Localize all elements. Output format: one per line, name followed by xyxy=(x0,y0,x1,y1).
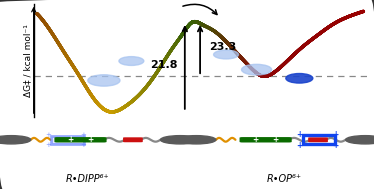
Text: +: + xyxy=(80,142,86,148)
Text: +: + xyxy=(80,132,86,138)
Y-axis label: ΔG‡ / kcal mol⁻¹: ΔG‡ / kcal mol⁻¹ xyxy=(23,24,32,97)
Circle shape xyxy=(346,136,374,144)
Text: R•OP⁶⁺: R•OP⁶⁺ xyxy=(267,174,302,184)
Text: +: + xyxy=(273,135,279,144)
FancyBboxPatch shape xyxy=(50,136,84,144)
Circle shape xyxy=(242,64,272,75)
Circle shape xyxy=(0,136,31,144)
Text: 21.8: 21.8 xyxy=(150,60,177,70)
FancyBboxPatch shape xyxy=(240,137,292,143)
Circle shape xyxy=(88,75,120,86)
Circle shape xyxy=(177,136,216,144)
Text: +: + xyxy=(296,141,303,150)
Text: R•DIPP⁶⁺: R•DIPP⁶⁺ xyxy=(66,174,110,184)
Text: +: + xyxy=(296,130,303,139)
Circle shape xyxy=(119,57,144,65)
Text: +: + xyxy=(45,132,51,138)
Text: +: + xyxy=(45,142,51,148)
Text: +: + xyxy=(67,135,73,144)
Circle shape xyxy=(286,74,313,83)
Circle shape xyxy=(214,50,239,59)
FancyBboxPatch shape xyxy=(308,137,328,142)
FancyBboxPatch shape xyxy=(123,137,143,142)
FancyBboxPatch shape xyxy=(55,137,107,143)
Text: 23.3: 23.3 xyxy=(209,42,237,52)
Circle shape xyxy=(160,136,200,144)
Text: +: + xyxy=(88,135,94,144)
Text: +: + xyxy=(332,130,339,139)
Text: +: + xyxy=(252,135,258,144)
Text: +: + xyxy=(332,141,339,150)
